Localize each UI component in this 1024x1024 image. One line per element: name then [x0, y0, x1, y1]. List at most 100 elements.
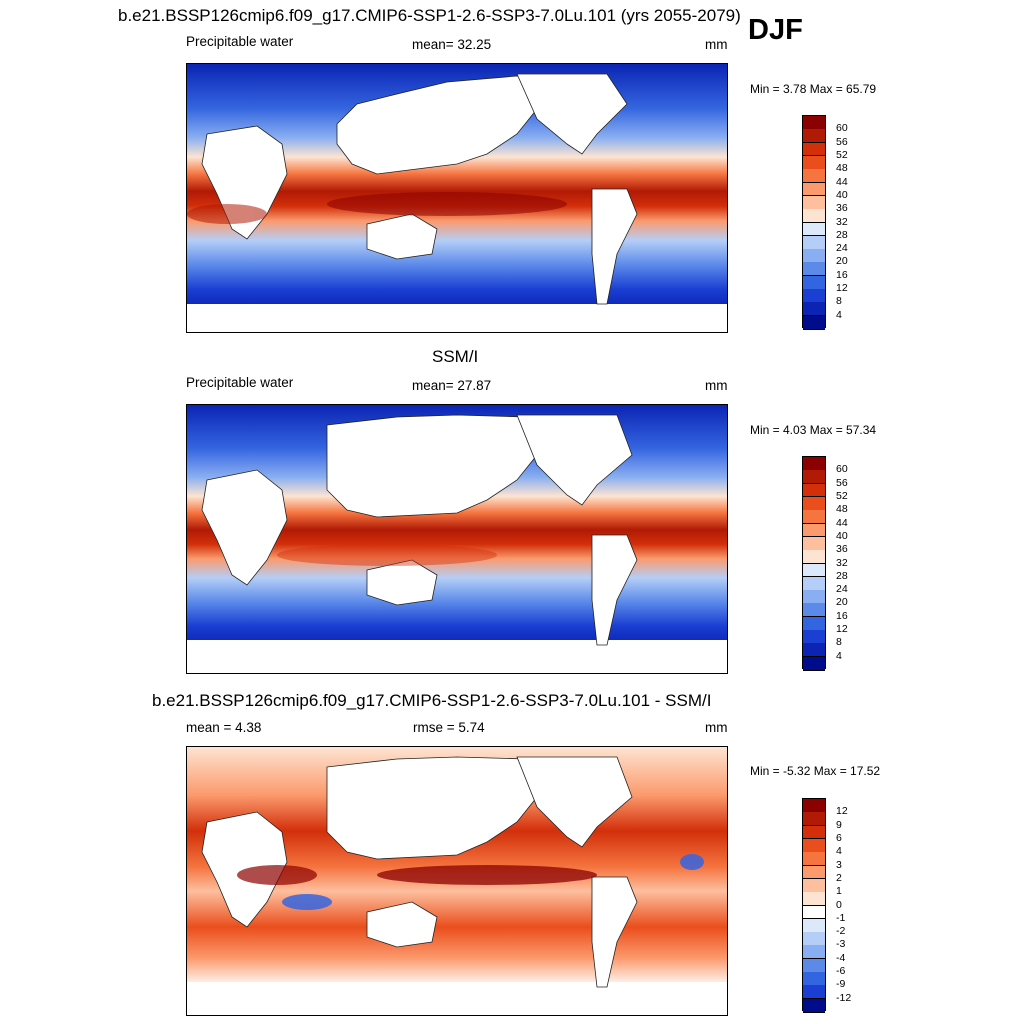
colorbar-tick-label: 8: [836, 636, 842, 649]
colorbar-swatch: [803, 825, 825, 840]
map-plot: [186, 746, 728, 1016]
colorbar-swatch: [803, 852, 825, 867]
colorbar-tick-label: -2: [836, 925, 846, 938]
mean-label: mean= 32.25: [412, 37, 492, 52]
antarctica-blank: [187, 982, 727, 1015]
colorbar-tick-label: 24: [836, 583, 848, 596]
positive-anomaly: [237, 865, 317, 885]
colorbar-swatch: [803, 116, 825, 130]
colorbar-swatch: [803, 972, 825, 986]
colorbar-swatch: [803, 603, 825, 618]
land-south-america: [591, 876, 638, 988]
colorbar-tick-label: 2: [836, 871, 842, 884]
colorbar-swatch: [803, 550, 825, 564]
colorbar-tick-label: 9: [836, 818, 842, 831]
land-africa: [201, 469, 288, 586]
colorbar-swatch: [803, 182, 825, 197]
colorbar-swatch: [803, 289, 825, 303]
land-australia: [366, 559, 438, 606]
colorbar-swatch: [803, 523, 825, 538]
units-label: mm: [705, 37, 728, 52]
colorbar-tick-label: 4: [836, 845, 842, 858]
land-eurasia: [326, 414, 548, 518]
colorbar-swatch: [803, 275, 825, 290]
rmse-label: rmse = 5.74: [413, 720, 485, 735]
land-masks: [201, 73, 638, 305]
land-eurasia: [326, 756, 548, 860]
colorbar-tick-label: 52: [836, 489, 848, 502]
colorbar-swatch: [803, 536, 825, 551]
colorbar-swatch: [803, 496, 825, 511]
colorbar-swatch: [803, 865, 825, 880]
colorbar-tick-label: 44: [836, 175, 848, 188]
colorbar-swatch: [803, 129, 825, 144]
colorbar-swatch: [803, 457, 825, 471]
map-svg: [187, 747, 727, 1015]
colorbar-tick-label: 12: [836, 282, 848, 295]
colorbar-swatch: [803, 656, 825, 671]
variable-label: Precipitable water: [186, 375, 294, 390]
colorbar-tick-label: 20: [836, 255, 848, 268]
colorbar-tick-label: -6: [836, 965, 846, 978]
colorbar-tick-label: 1: [836, 885, 842, 898]
map-plot: [186, 63, 728, 333]
colorbar-swatch: [803, 590, 825, 604]
colorbar-tick-label: 3: [836, 858, 842, 871]
antarctica-blank: [187, 304, 727, 332]
tropical-band: [187, 192, 567, 224]
colorbar-swatch: [803, 945, 825, 960]
colorbar: [802, 798, 826, 1013]
colorbar-tick-label: 36: [836, 543, 848, 556]
colorbar-tick-label: 20: [836, 596, 848, 609]
colorbar-tick-label: 16: [836, 268, 848, 281]
colorbar-swatch: [803, 235, 825, 250]
colorbar-swatch: [803, 470, 825, 485]
colorbar-swatch: [803, 155, 825, 170]
colorbar-tick-label: 8: [836, 295, 842, 308]
colorbar-swatch: [803, 616, 825, 631]
colorbar-tick-label: -4: [836, 951, 846, 964]
land-eurasia: [336, 75, 548, 175]
colorbar-swatch: [803, 998, 825, 1013]
land-south-america: [591, 534, 638, 646]
negative-anomaly: [680, 854, 704, 870]
land-north-america: [516, 73, 628, 155]
colorbar-tick-label: 28: [836, 569, 848, 582]
colorbar-tick-label: 12: [836, 805, 848, 818]
colorbar-swatch: [803, 563, 825, 578]
panel-title: b.e21.BSSP126cmip6.f09_g17.CMIP6-SSP1-2.…: [152, 691, 712, 710]
colorbar-swatch: [803, 209, 825, 223]
colorbar: [802, 456, 826, 671]
colorbar-swatch: [803, 576, 825, 591]
colorbar-tick-label: 60: [836, 122, 848, 135]
colorbar-swatch: [803, 985, 825, 1000]
panel-title: SSM/I: [432, 347, 479, 366]
colorbar-tick-label: 48: [836, 503, 848, 516]
land-masks: [201, 414, 638, 646]
colorbar-swatch: [803, 630, 825, 644]
colorbar-tick-label: 40: [836, 188, 848, 201]
mean-label: mean= 27.87: [412, 378, 492, 393]
colorbar-tick-label: 16: [836, 609, 848, 622]
colorbar-tick-label: -1: [836, 911, 846, 924]
colorbar-swatch: [803, 169, 825, 184]
minmax-label: Min = 3.78 Max = 65.79: [750, 82, 877, 96]
land-africa: [201, 125, 288, 240]
map-svg: [187, 64, 727, 332]
colorbar-swatch: [803, 958, 825, 973]
negative-anomaly: [282, 894, 332, 910]
colorbar-swatch: [803, 892, 825, 906]
colorbar-swatches: [802, 798, 826, 1013]
colorbar-tick-label: 44: [836, 516, 848, 529]
colorbar-tick-label: 52: [836, 148, 848, 161]
colorbar-tick-label: 12: [836, 623, 848, 636]
colorbar-swatch: [803, 812, 825, 827]
colorbar-tick-label: 4: [836, 308, 842, 321]
colorbar-swatch: [803, 878, 825, 893]
land-australia: [366, 901, 438, 948]
colorbar-tick-label: 28: [836, 228, 848, 241]
minmax-label: Min = -5.32 Max = 17.52: [750, 764, 881, 778]
colorbar-tick-label: 24: [836, 242, 848, 255]
colorbar-swatches: [802, 456, 826, 671]
season-label: DJF: [748, 14, 803, 46]
